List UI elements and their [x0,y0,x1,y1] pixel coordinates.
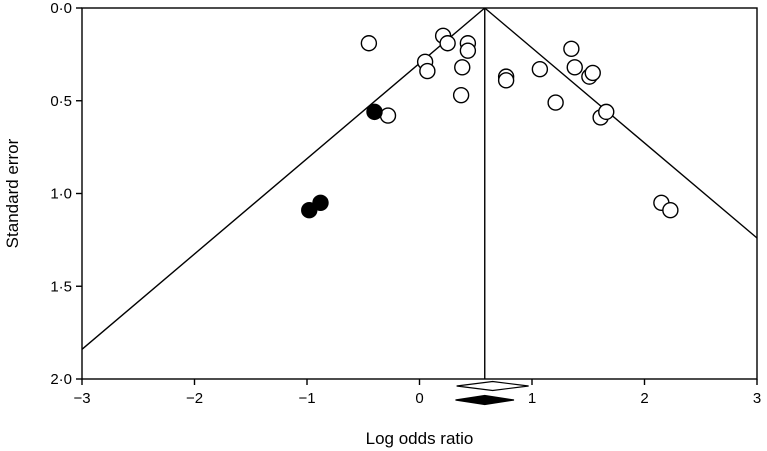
x-tick-label: 2 [640,390,648,407]
open-study-point [584,64,601,82]
open-study-point [566,59,583,76]
open-study-point [598,103,615,121]
x-tick-label: 0 [415,390,423,407]
open-study-point [454,59,471,76]
summary-diamond-open [456,380,529,392]
open-study-point [459,42,477,59]
x-tick-label: 1 [528,390,536,407]
summary-diamond-filled [455,394,515,406]
x-tick-label: 3 [753,390,761,407]
open-study-point [563,40,580,58]
open-study-point [531,61,549,78]
y-tick-label: 0·0 [50,0,72,17]
open-study-point [452,86,470,104]
y-tick-label: 0·5 [50,93,72,110]
filled-study-point [312,194,329,211]
plot-area: −3 −2 −1 0 1 2 3 0·0 0·5 1·0 1·5 2·0 [50,0,761,407]
y-tick-label: 2·0 [50,371,72,388]
x-tick-label: −2 [186,390,203,407]
open-study-point [360,35,378,52]
open-study-point [439,35,456,52]
y-axis-title: Standard error [3,138,22,248]
open-study-point [497,72,515,89]
open-study-point [419,62,436,80]
funnel-line-right [484,7,758,239]
open-study-point [547,94,564,111]
y-tick-label: 1·0 [50,186,72,203]
x-tick-label: −1 [298,390,315,407]
open-study-point [379,107,397,124]
filled-study-point [301,201,318,219]
x-axis-title: Log odds ratio [366,429,474,448]
filled-study-point [366,103,383,121]
y-tick-label: 1·5 [50,278,72,295]
open-study-point [662,201,679,219]
x-tick-label: −3 [73,390,90,407]
